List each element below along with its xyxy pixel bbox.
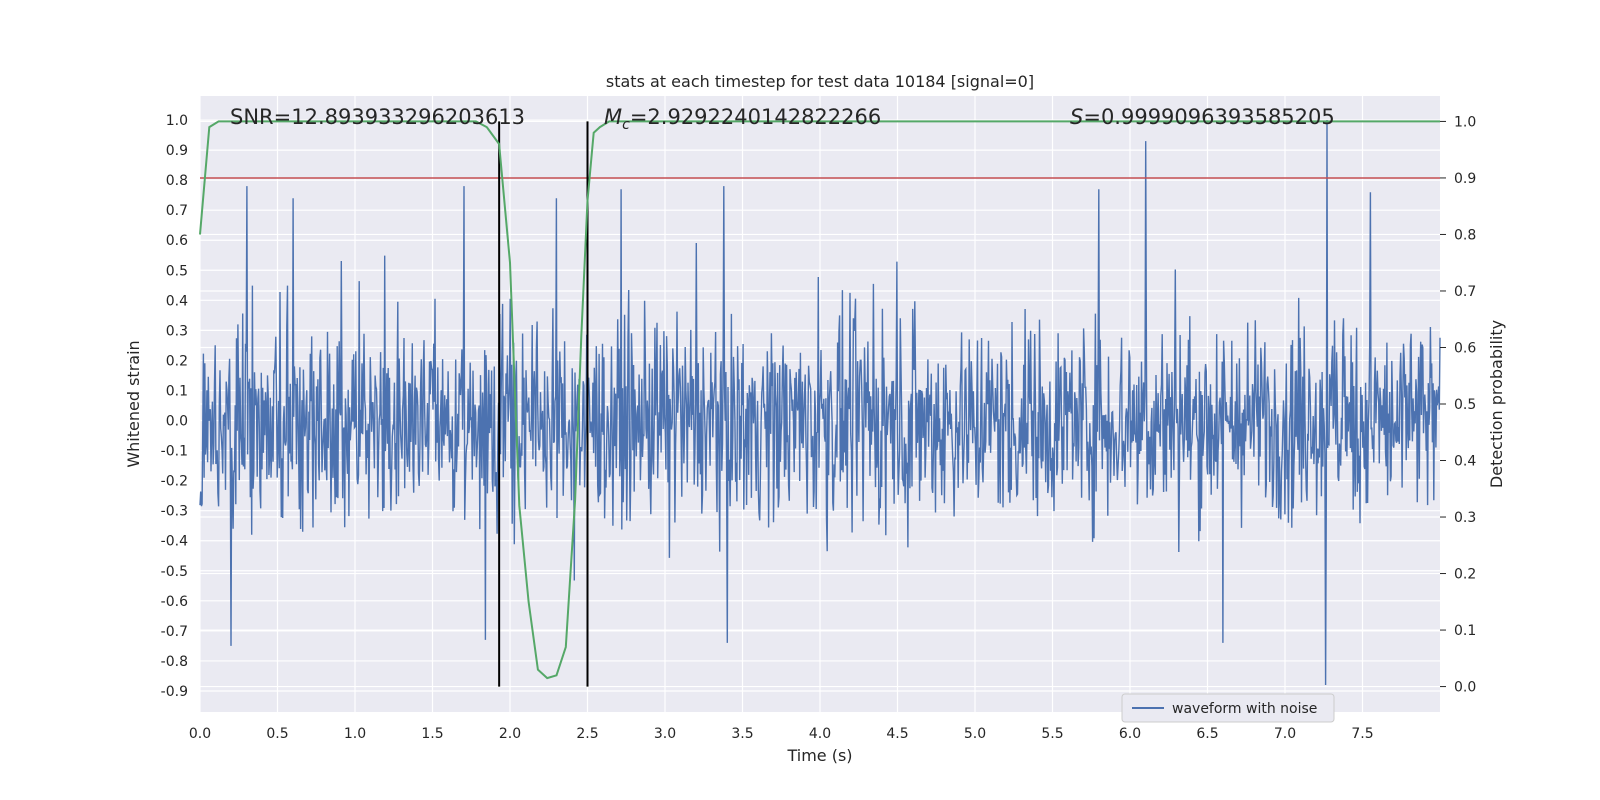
legend: waveform with noise	[1121, 693, 1335, 723]
y-tick-label: -0.7	[161, 624, 188, 640]
y-tick-label: 0.5	[166, 263, 188, 279]
snr-annotation: SNR=12.893933296203613	[230, 105, 525, 129]
legend-box	[1121, 693, 1335, 723]
x-tick-label: 4.5	[886, 726, 908, 742]
y2-tick-label: 0.6	[1454, 340, 1476, 356]
y-tick-label: 0.0	[166, 414, 188, 430]
y2-tick-label: 0.0	[1454, 680, 1476, 696]
y2-tick-label: 0.8	[1454, 227, 1476, 243]
x-tick-label: 0.0	[189, 726, 211, 742]
y-tick-label: -0.5	[161, 564, 188, 580]
waveform-series	[199, 119, 1441, 686]
y-tick-label: 0.6	[166, 233, 188, 249]
x-tick-label: 7.5	[1351, 726, 1373, 742]
y-axis-ticks: 1.0 0.9 0.8 0.7 0.6 0.5 0.4 0.3 0.2 0.1 0.0 -0.1 -0.…	[161, 113, 188, 700]
x-tick-label: 6.0	[1119, 726, 1141, 742]
y2-tick-label: 0.5	[1454, 397, 1476, 413]
y-tick-label: 0.9	[166, 143, 188, 159]
y-tick-label: 0.8	[166, 173, 188, 189]
y2-tick-label: 0.7	[1454, 284, 1476, 300]
x-axis-label: Time (s)	[786, 746, 852, 765]
x-tick-label: 2.0	[499, 726, 521, 742]
chart-title: stats at each timestep for test data 101…	[606, 72, 1034, 91]
score-symbol: S	[1070, 105, 1083, 129]
y-tick-label: -0.1	[161, 444, 188, 460]
score-annotation: S=0.9999096393585205	[1070, 105, 1335, 129]
y-axis-label: Whitened strain	[124, 340, 143, 467]
x-tick-label: 4.0	[809, 726, 831, 742]
x-tick-label: 1.0	[344, 726, 366, 742]
y2-tick-label: 0.4	[1454, 454, 1476, 470]
chirp-mass-subscript: c	[622, 117, 630, 133]
waveform-line	[199, 119, 1441, 686]
x-tick-label: 3.0	[654, 726, 676, 742]
x-tick-label: 1.5	[421, 726, 443, 742]
chirp-mass-annotation: Mc=2.9292240142822266	[604, 105, 881, 133]
y-tick-label: -0.9	[161, 684, 188, 700]
y-tick-label: -0.6	[161, 594, 188, 610]
y-tick-label: -0.2	[161, 474, 188, 490]
y-tick-label: 0.1	[166, 383, 188, 399]
score-value: =0.9999096393585205	[1083, 105, 1334, 129]
y2-tick-label: 1.0	[1454, 114, 1476, 130]
y-tick-label: -0.3	[161, 504, 188, 520]
probability-series	[199, 120, 1440, 680]
x-tick-label: 3.5	[731, 726, 753, 742]
y2-tick-label: 0.2	[1454, 567, 1476, 583]
y2-tick-label: 0.1	[1454, 623, 1476, 639]
x-tick-label: 0.5	[266, 726, 288, 742]
y2-tick-label: 0.9	[1454, 171, 1476, 187]
legend-label-waveform: waveform with noise	[1172, 701, 1317, 717]
chirp-mass-value: =2.9292240142822266	[630, 105, 881, 129]
x-tick-label: 5.5	[1041, 726, 1063, 742]
y-tick-label: -0.8	[161, 654, 188, 670]
x-tick-label: 2.5	[576, 726, 598, 742]
y-tick-label: 0.4	[166, 293, 188, 309]
y2-tick-label: 0.3	[1454, 510, 1476, 526]
x-tick-label: 5.0	[964, 726, 986, 742]
chirp-mass-symbol: M	[604, 105, 622, 129]
x-axis-ticks: 0.0 0.5 1.0 1.5 2.0 2.5 3.0 3.5 4.0 4.5 5.0 5.5 6.0 6…	[189, 726, 1374, 742]
y2-axis-label: Detection probability	[1487, 320, 1506, 488]
y-tick-label: 1.0	[166, 113, 188, 129]
y2-axis-ticks: 1.0 0.9 0.8 0.7 0.6 0.5 0.4 0.3 0.2 0.1 0.0	[1440, 114, 1476, 696]
y-tick-label: 0.7	[166, 203, 188, 219]
y-tick-label: -0.4	[161, 534, 188, 550]
probability-line	[199, 120, 1440, 680]
x-tick-label: 7.0	[1274, 726, 1296, 742]
y-tick-label: 0.2	[166, 353, 188, 369]
y-tick-label: 0.3	[166, 323, 188, 339]
x-tick-label: 6.5	[1196, 726, 1218, 742]
